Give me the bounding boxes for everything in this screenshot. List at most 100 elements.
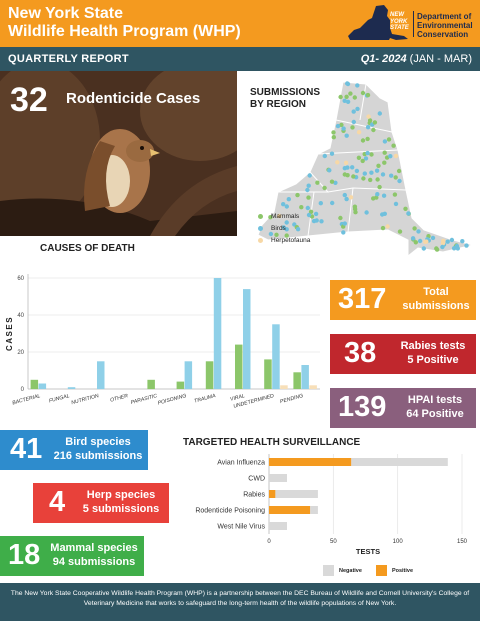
submission-dot: [381, 193, 387, 198]
submission-dot: [380, 172, 386, 177]
submission-dot: [356, 155, 362, 160]
x-tick-label: PENDING: [280, 393, 304, 405]
legend-label: Mammals: [271, 212, 300, 220]
cause-bar: [147, 379, 155, 390]
submission-dot: [335, 123, 341, 129]
legend-swatch-negative: [323, 565, 334, 576]
dec-name-line1: Department of: [417, 12, 472, 21]
submission-dots: [268, 81, 469, 252]
submission-dot: [393, 153, 399, 159]
submission-dot: [396, 168, 402, 174]
surveillance-bar: [269, 458, 352, 466]
submission-dot: [330, 200, 335, 206]
submission-dot: [351, 119, 356, 125]
submission-dot: [371, 196, 376, 201]
submission-dot: [364, 210, 369, 215]
surveillance-bar: [310, 506, 318, 514]
x-tick-label: 0: [267, 539, 271, 545]
submission-dot: [268, 231, 274, 237]
submission-dot: [319, 219, 324, 224]
mammal-species-number: 18: [8, 539, 41, 571]
legend-label: Birds: [271, 224, 286, 232]
submission-dot: [348, 195, 354, 200]
submission-dot: [464, 243, 469, 248]
submission-dot: [365, 92, 371, 98]
submission-dot: [382, 160, 387, 165]
quarter-range: (JAN - MAR): [409, 53, 472, 65]
submission-dot: [344, 94, 349, 99]
x-tick-label: 100: [393, 539, 404, 545]
submission-dot: [391, 143, 396, 148]
submission-dot: [350, 125, 355, 130]
submission-dot: [333, 180, 338, 185]
submission-dot: [455, 246, 460, 251]
submission-dot: [342, 192, 347, 198]
category-label: West Nile Virus: [217, 524, 265, 531]
surveillance-legend: Negative Positive: [323, 565, 413, 576]
category-label: Rabies: [243, 492, 265, 499]
map-title-line1: SUBMISSIONS: [250, 87, 321, 98]
rabies-tests-number: 38: [344, 337, 377, 369]
hpai-tests-label: HPAI tests 64 Positive: [396, 393, 474, 421]
submission-dot: [284, 227, 289, 232]
x-tick-label: TRAUMA: [194, 393, 217, 405]
surveillance-bar: [269, 474, 287, 482]
report-footer: The New York State Cooperative Wildlife …: [0, 583, 480, 621]
submission-dot: [382, 150, 387, 155]
submission-dot: [403, 206, 408, 211]
cause-bar: [243, 289, 251, 389]
rabies-label-line1: Rabies tests: [400, 340, 466, 352]
report-subheader: QUARTERLY REPORT Q1- 2024 (JAN - MAR): [0, 47, 480, 71]
submission-dot: [338, 94, 343, 100]
map-title: SUBMISSIONS BY REGION: [250, 87, 320, 111]
mammal-species-box: 18 Mammal species 94 submissions: [0, 536, 144, 576]
submission-dot: [308, 209, 314, 214]
submission-dot: [305, 205, 310, 211]
submission-dot: [375, 177, 380, 182]
submission-dot: [377, 184, 382, 190]
submission-dot: [360, 138, 366, 143]
submission-dot: [329, 151, 335, 156]
submission-dot: [369, 170, 374, 175]
submission-dot: [365, 125, 371, 130]
legend-swatch: [258, 213, 263, 219]
submission-dot: [353, 210, 358, 215]
submission-dot: [295, 227, 301, 232]
y-tick-label: 0: [21, 387, 25, 393]
total-submissions-label: Total submissions: [398, 285, 474, 313]
submission-dot: [371, 127, 376, 133]
herp-species-box: 4 Herp species 5 submissions: [33, 483, 169, 523]
y-tick-label: 40: [17, 313, 24, 319]
x-tick-label: NUTRITION: [71, 393, 100, 406]
submission-dot: [389, 173, 394, 178]
x-tick-label: BACTERIAL: [12, 393, 42, 406]
cause-bar: [176, 381, 185, 389]
bird-species-label: Bird species 216 submissions: [50, 435, 146, 463]
submission-dot: [342, 166, 347, 171]
x-tick-label: 150: [457, 539, 468, 545]
program-title-line2: Wildlife Health Program (WHP): [8, 23, 241, 40]
submission-dot: [284, 233, 289, 238]
rabies-label-line2: 5 Positive: [407, 354, 459, 366]
submission-dot: [421, 246, 426, 251]
herp-label-line1: Herp species: [86, 489, 156, 501]
submission-dot: [377, 111, 382, 116]
legend-label: Herpetofauna: [271, 236, 311, 244]
cause-bar: [184, 361, 193, 390]
submission-dot: [413, 240, 418, 245]
quarter-label: Q1- 2024: [360, 53, 407, 65]
submission-dot: [342, 221, 347, 226]
submission-dot: [355, 106, 360, 112]
legend-swatch-positive: [375, 565, 387, 576]
submission-dot: [306, 212, 312, 218]
submission-dot: [345, 99, 351, 104]
cause-bar: [264, 359, 272, 389]
total-submissions-number: 317: [338, 283, 387, 315]
submission-dot: [374, 168, 380, 173]
submission-dot: [365, 150, 370, 156]
surveillance-title: TARGETED HEALTH SURVEILLANCE: [183, 437, 361, 448]
report-quarter: Q1- 2024 (JAN - MAR): [361, 53, 472, 65]
submission-dot: [417, 238, 423, 244]
surveillance-chart: 0 50 100 150 TESTS Avian Influenza CWD Rabies Ro…: [195, 454, 468, 556]
mammal-label-line1: Mammal species: [50, 542, 138, 554]
